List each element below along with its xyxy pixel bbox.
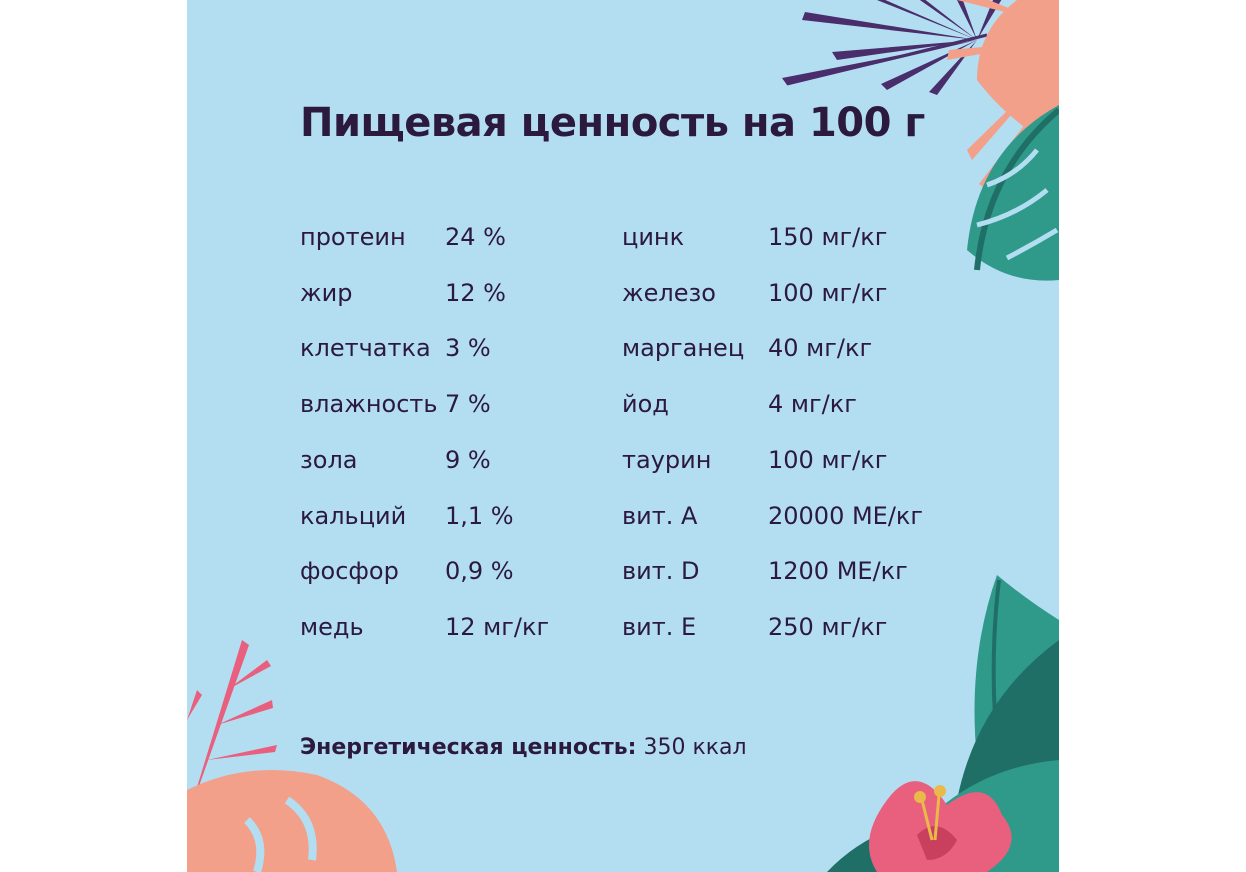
nutrient-value: 7 % <box>445 390 491 418</box>
nutrient-name: таурин <box>622 446 712 474</box>
energy-label: Энергетическая ценность: <box>300 735 637 760</box>
nutrient-value: 1,1 % <box>445 502 514 530</box>
nutrient-row-taurine: таурин 100 мг/кг <box>622 440 942 480</box>
nutrient-row-vitamin-a: вит. A 20000 МЕ/кг <box>622 496 942 536</box>
nutrient-name: йод <box>622 390 669 418</box>
nutrient-value: 4 мг/кг <box>768 390 857 418</box>
nutrient-name: кальций <box>300 502 407 530</box>
page-title: Пищевая ценность на 100 г <box>300 100 925 146</box>
nutrient-name: фосфор <box>300 557 399 585</box>
nutrient-value: 20000 МЕ/кг <box>768 502 924 530</box>
nutrient-row-copper: медь 12 мг/кг <box>300 607 600 647</box>
teal-monstera-leaf-icon <box>967 105 1059 281</box>
nutrient-value: 12 % <box>445 279 506 307</box>
nutrient-row-protein: протеин 24 % <box>300 217 600 257</box>
nutrient-row-vitamin-d: вит. D 1200 МЕ/кг <box>622 551 942 591</box>
nutrient-name: вит. D <box>622 557 700 585</box>
nutrient-row-calcium: кальций 1,1 % <box>300 496 600 536</box>
nutrient-name: зола <box>300 446 358 474</box>
nutrient-value: 250 мг/кг <box>768 613 888 641</box>
nutrient-row-fat: жир 12 % <box>300 273 600 313</box>
nutrient-row-vitamin-e: вит. E 250 мг/кг <box>622 607 942 647</box>
nutrient-value: 12 мг/кг <box>445 613 550 641</box>
nutrient-name: клетчатка <box>300 334 431 362</box>
nutrient-row-ash: зола 9 % <box>300 440 600 480</box>
nutrient-name: жир <box>300 279 353 307</box>
pink-fern-leaf-icon <box>187 640 277 862</box>
nutrient-value: 100 мг/кг <box>768 279 888 307</box>
nutrient-value: 1200 МЕ/кг <box>768 557 908 585</box>
nutrient-value: 100 мг/кг <box>768 446 888 474</box>
energy-value: 350 ккал <box>643 735 747 760</box>
nutrient-value: 0,9 % <box>445 557 514 585</box>
energy-value-line: Энергетическая ценность: 350 ккал <box>300 728 747 768</box>
nutrient-row-zinc: цинк 150 мг/кг <box>622 217 942 257</box>
nutrient-name: вит. E <box>622 613 697 641</box>
nutrient-row-manganese: марганец 40 мг/кг <box>622 328 942 368</box>
nutrient-name: протеин <box>300 223 406 251</box>
nutrient-row-iodine: йод 4 мг/кг <box>622 384 942 424</box>
nutrient-name: цинк <box>622 223 685 251</box>
nutrient-row-fiber: клетчатка 3 % <box>300 328 600 368</box>
peach-monstera-leaf-icon <box>187 770 397 872</box>
nutrient-value: 24 % <box>445 223 506 251</box>
nutrient-row-moisture: влажность 7 % <box>300 384 600 424</box>
nutrient-name: вит. A <box>622 502 698 530</box>
nutrient-value: 150 мг/кг <box>768 223 888 251</box>
nutrition-card: Пищевая ценность на 100 г протеин 24 % ж… <box>187 0 1059 872</box>
nutrient-name: влажность <box>300 390 438 418</box>
nutrient-value: 9 % <box>445 446 491 474</box>
nutrient-name: марганец <box>622 334 745 362</box>
nutrient-value: 3 % <box>445 334 491 362</box>
nutrient-value: 40 мг/кг <box>768 334 873 362</box>
purple-palm-leaf-icon <box>782 0 1002 95</box>
peach-palm-leaf-icon <box>947 0 1059 190</box>
hibiscus-flower-icon <box>869 781 1012 872</box>
nutrient-name: железо <box>622 279 716 307</box>
nutrient-row-iron: железо 100 мг/кг <box>622 273 942 313</box>
nutrient-row-phosphorus: фосфор 0,9 % <box>300 551 600 591</box>
nutrient-name: медь <box>300 613 364 641</box>
